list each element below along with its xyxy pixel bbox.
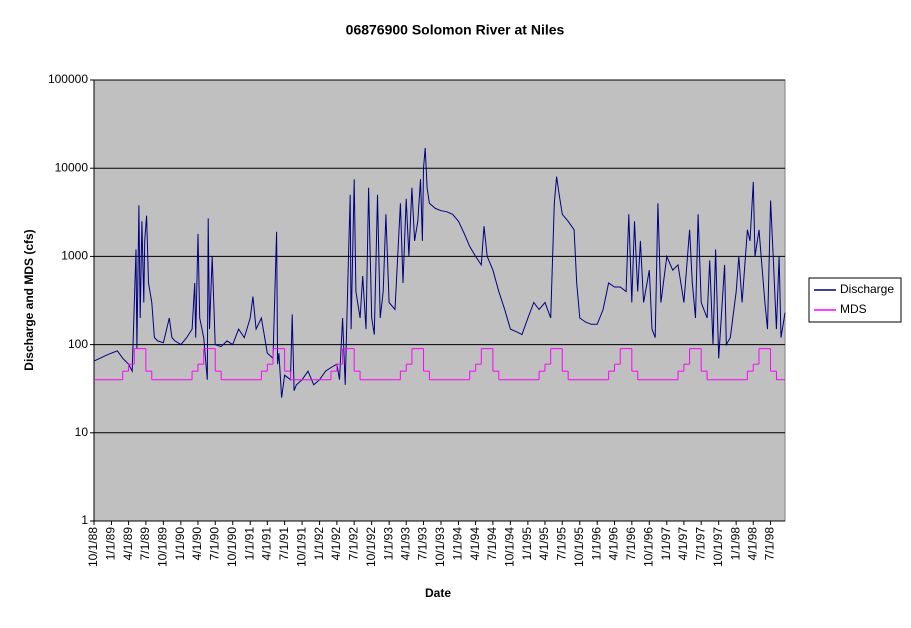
x-tick-label: 10/1/89	[156, 527, 170, 567]
x-tick-label: 7/1/95	[554, 527, 568, 561]
x-tick-label: 4/1/89	[121, 527, 135, 561]
x-tick-label: 1/1/94	[451, 527, 465, 561]
legend-label: MDS	[840, 302, 867, 316]
y-tick-label: 10	[75, 425, 89, 439]
x-tick-label: 4/1/91	[259, 527, 273, 561]
x-tick-label: 10/1/88	[86, 527, 100, 567]
x-tick-label: 7/1/90	[207, 527, 221, 561]
x-tick-label: 4/1/97	[676, 527, 690, 561]
x-tick-label: 7/1/93	[416, 527, 430, 561]
x-tick-label: 10/1/93	[433, 527, 447, 567]
x-tick-label: 7/1/94	[485, 527, 499, 561]
x-tick-label: 7/1/92	[346, 527, 360, 561]
x-tick-label: 1/1/91	[242, 527, 256, 561]
data-line	[93, 147, 786, 398]
x-tick-label: 4/1/95	[537, 527, 551, 561]
x-tick-label: 7/1/89	[138, 527, 152, 561]
chart-title: 06876900 Solomon River at Niles	[346, 22, 565, 38]
x-tick-label: 7/1/97	[693, 527, 707, 561]
x-tick-label: 1/1/95	[520, 527, 534, 561]
x-tick-label: 4/1/92	[329, 527, 343, 561]
y-tick-label: 100000	[48, 72, 88, 86]
y-tick-label: 10000	[55, 160, 89, 174]
x-tick-label: 10/1/90	[225, 527, 239, 567]
x-tick-label: 1/1/90	[173, 527, 187, 561]
x-tick-label: 10/1/92	[364, 527, 378, 567]
plot-area	[93, 79, 786, 522]
legend-box	[808, 277, 902, 323]
x-tick-label: 10/1/97	[711, 527, 725, 567]
x-tick-label: 1/1/92	[312, 527, 326, 561]
x-tick-label: 4/1/93	[398, 527, 412, 561]
x-tick-label: 10/1/94	[503, 527, 517, 567]
x-tick-label: 10/1/91	[294, 527, 308, 567]
x-tick-label: 1/1/89	[104, 527, 118, 561]
legend-label: Discharge	[840, 282, 894, 296]
x-tick-label: 1/1/97	[659, 527, 673, 561]
x-tick-label: 7/1/98	[763, 527, 777, 561]
x-tick-label: 1/1/93	[381, 527, 395, 561]
x-tick-label: 7/1/96	[624, 527, 638, 561]
x-tick-label: 4/1/94	[468, 527, 482, 561]
x-tick-label: 1/1/98	[728, 527, 742, 561]
x-tick-label: 7/1/91	[277, 527, 291, 561]
y-tick-label: 1000	[61, 249, 88, 263]
x-axis-label: Date	[425, 586, 451, 600]
y-tick-label: 100	[68, 337, 88, 351]
x-tick-label: 4/1/90	[190, 527, 204, 561]
x-tick-label: 10/1/95	[572, 527, 586, 567]
x-tick-label: 4/1/98	[745, 527, 759, 561]
x-tick-label: 1/1/96	[589, 527, 603, 561]
y-tick-label: 1	[81, 513, 88, 527]
x-tick-label: 4/1/96	[607, 527, 621, 561]
x-tick-label: 10/1/96	[641, 527, 655, 567]
y-axis-label: Discharge and MDS (cfs)	[22, 229, 36, 370]
